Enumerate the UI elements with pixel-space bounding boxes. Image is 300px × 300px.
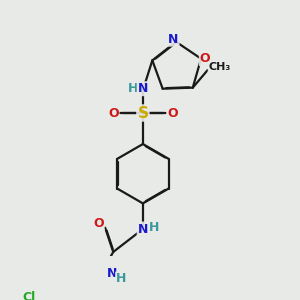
Text: H: H (116, 272, 127, 285)
Text: N: N (138, 82, 148, 95)
Text: H: H (148, 221, 159, 234)
Text: H: H (128, 82, 139, 95)
Text: O: O (93, 217, 104, 230)
Text: N: N (107, 267, 117, 280)
Text: O: O (108, 106, 119, 119)
Text: CH₃: CH₃ (208, 62, 231, 72)
Text: Cl: Cl (22, 291, 35, 300)
Text: N: N (168, 33, 178, 46)
Text: O: O (167, 106, 178, 119)
Text: S: S (137, 106, 148, 121)
Text: O: O (200, 52, 210, 65)
Text: N: N (138, 223, 148, 236)
